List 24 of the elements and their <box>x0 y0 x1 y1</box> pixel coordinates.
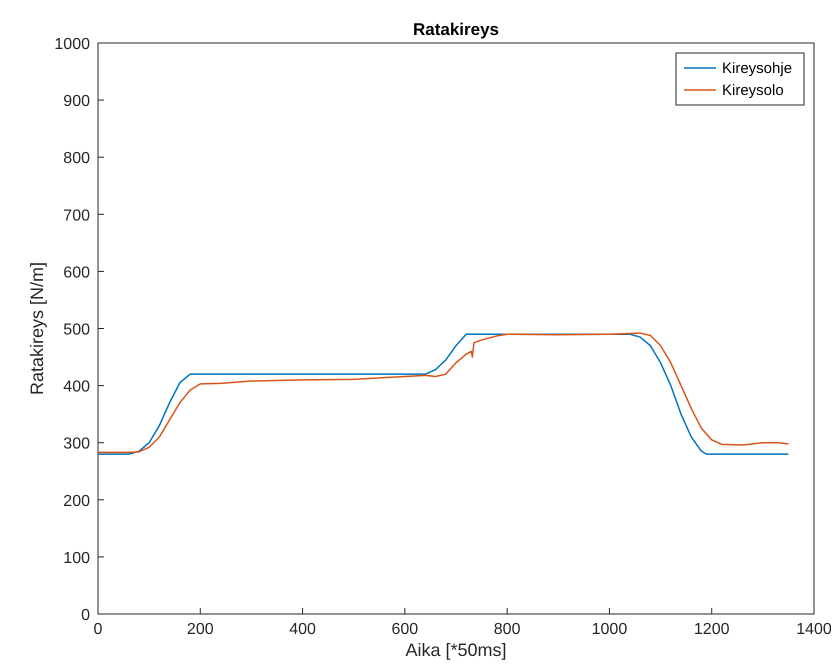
x-tick-label: 0 <box>94 621 103 638</box>
y-axis-title: Ratakireys [N/m] <box>27 262 47 396</box>
y-tick-label: 500 <box>63 322 90 338</box>
chart-title: Ratakireys <box>412 20 500 39</box>
x-tick-label: 1400 <box>796 621 832 638</box>
y-tick-label: 300 <box>63 436 90 453</box>
legend-label: Kireysolo <box>722 82 784 99</box>
y-tick-label: 1000 <box>54 36 90 53</box>
y-tick-label: 800 <box>63 150 90 168</box>
x-tick-label: 1200 <box>694 621 730 638</box>
x-axis-title: Aika [*50ms] <box>405 640 507 660</box>
legend-label: Kireysohje <box>722 60 792 77</box>
y-tick-label: 600 <box>63 264 90 282</box>
y-tick-label: 900 <box>63 93 90 110</box>
y-tick-label: 200 <box>63 492 90 510</box>
x-tick-label: 200 <box>186 621 214 638</box>
y-tick-label: 0 <box>81 607 90 624</box>
x-tick-label: 1000 <box>592 621 628 638</box>
y-tick-label: 700 <box>63 207 90 224</box>
x-tick-label: 600 <box>392 621 418 638</box>
y-tick-label: 100 <box>63 550 90 567</box>
x-tick-label: 800 <box>494 621 521 638</box>
y-tick-label: 400 <box>63 378 90 396</box>
x-tick-label: 400 <box>289 621 316 638</box>
